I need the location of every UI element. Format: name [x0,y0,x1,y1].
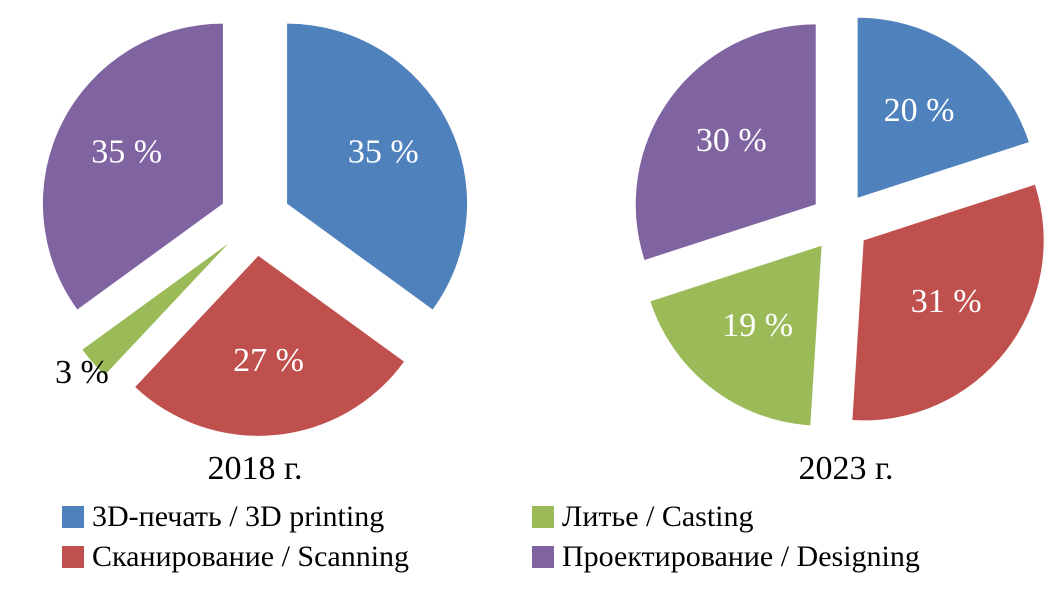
legend-swatch-designing [532,546,554,568]
data-label-designing-2018: 35 % [91,133,162,170]
pie-slice-casting-2023 [650,245,822,426]
pie-slice-3d-printing-2023 [857,17,1029,198]
legend-item-casting: Литье / Casting [532,500,1002,534]
pie-chart-2018: 35 % 27 % 3 % 35 % [42,23,468,436]
legend-swatch-casting [532,506,554,528]
legend-label-scanning: Сканирование / Scanning [92,540,410,573]
legend-swatch-scanning [62,546,84,568]
pie-slice-scanning-2018 [135,255,405,436]
legend-label-casting: Литье / Casting [562,500,754,533]
legend-label-designing: Проектирование / Designing [562,540,920,573]
data-label-casting-2018: 3 % [55,354,109,391]
legend-label-3d-printing: 3D-печать / 3D printing [92,500,385,533]
pie-slice-designing-2018 [42,23,223,310]
chart-title-2018: 2018 г. [207,450,303,487]
data-label-designing-2023: 30 % [696,122,767,159]
pie-slice-scanning-2023 [852,184,1044,421]
data-label-3d-printing-2018: 35 % [348,133,419,170]
legend: 3D-печать / 3D printing Литье / Casting … [62,500,1022,574]
legend-item-scanning: Сканирование / Scanning [62,540,532,574]
legend-swatch-3d-printing [62,506,84,528]
pie-slice-casting-2018 [82,243,228,376]
chart-title-2023: 2023 г. [798,450,894,487]
legend-item-3d-printing: 3D-печать / 3D printing [62,500,532,534]
legend-item-designing: Проектирование / Designing [532,540,1002,574]
data-label-scanning-2018: 27 % [233,342,304,379]
pie-slice-3d-printing-2018 [287,23,468,310]
pie-slice-designing-2023 [635,24,816,260]
data-label-scanning-2023: 31 % [911,283,982,320]
pie-chart-2023: 20 % 31 % 19 % 30 % [635,17,1044,426]
data-label-casting-2023: 19 % [722,307,793,344]
data-label-3d-printing-2023: 20 % [884,92,955,129]
